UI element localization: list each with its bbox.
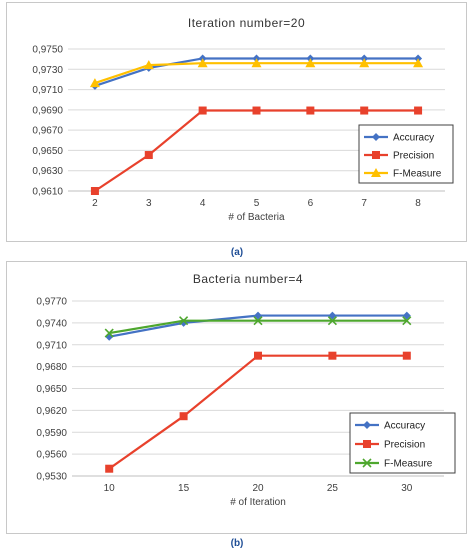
- data-point: [179, 412, 188, 421]
- data-point-stroke-b: [179, 316, 189, 326]
- x-tick-label: 5: [254, 198, 260, 209]
- data-point: [402, 316, 412, 326]
- y-tick-label: 0,9560: [36, 450, 67, 461]
- data-point: [144, 151, 153, 160]
- chart-title: Iteration number=20: [188, 16, 305, 30]
- x-tick-label: 25: [327, 483, 339, 494]
- series-f-measure: [104, 316, 412, 338]
- legend-item: Accuracy: [355, 421, 425, 432]
- y-tick-label: 0,9770: [36, 297, 67, 308]
- legend-item: Precision: [355, 440, 425, 451]
- legend: Accuracy Precision F-Measure: [358, 124, 454, 184]
- data-point: [90, 187, 99, 195]
- x-tick-label: 8: [415, 198, 421, 209]
- data-point: [198, 106, 207, 115]
- data-point: [359, 58, 370, 68]
- y-tick-label: 0,9620: [36, 406, 67, 417]
- y-tick-label: 0,9590: [36, 428, 67, 439]
- data-point: [402, 311, 411, 320]
- data-point: [254, 351, 262, 360]
- data-point: [306, 106, 315, 115]
- data-point: [179, 316, 189, 326]
- data-point-stroke-b: [327, 316, 337, 326]
- caption-b: (b): [230, 538, 244, 549]
- chart-title: Bacteria number=4: [193, 272, 303, 286]
- legend-item: F-Measure: [355, 458, 433, 470]
- y-tick-label: 0,9740: [36, 318, 67, 329]
- data-point: [328, 311, 337, 320]
- data-point: [89, 78, 100, 88]
- legend-label: F-Measure: [384, 459, 433, 470]
- legend-swatch-marker: [372, 133, 380, 141]
- chart-panel-a: Iteration number=20 0,9610 0,9630 0,9650 0,9…: [6, 2, 467, 242]
- legend-label: Accuracy: [384, 421, 425, 432]
- data-point: [253, 316, 263, 326]
- y-tick-label: 0,9680: [36, 362, 67, 373]
- data-point: [251, 58, 262, 68]
- data-point: [105, 332, 114, 341]
- data-point: [328, 351, 337, 360]
- x-tick-label: 7: [361, 198, 367, 209]
- series-precision: [90, 106, 423, 195]
- data-point: [360, 106, 369, 115]
- x-tick-label: 20: [252, 483, 264, 494]
- legend-label: F-Measure: [393, 169, 442, 180]
- legend: Accuracy Precision F-Measure: [349, 412, 456, 474]
- caption-a: (a): [230, 247, 244, 258]
- series-accuracy: [105, 311, 411, 341]
- series-f-measure: [89, 58, 424, 88]
- legend-item: Precision: [364, 151, 434, 162]
- data-point-stroke-b: [253, 316, 263, 326]
- y-tick-label: 0,9530: [36, 472, 67, 483]
- data-point: [105, 464, 114, 473]
- legend-swatch-marker: [372, 151, 380, 159]
- data-point: [104, 328, 114, 338]
- legend-swatch-marker: [362, 458, 372, 468]
- data-point: [327, 316, 337, 326]
- data-point: [402, 351, 411, 360]
- data-point: [254, 311, 262, 320]
- x-tick-label: 6: [308, 198, 314, 209]
- y-tick-label: 0,9710: [36, 340, 67, 351]
- y-tick-label: 0,9650: [32, 146, 63, 157]
- legend-label: Precision: [384, 440, 425, 451]
- x-tick-label: 30: [401, 483, 413, 494]
- x-tick-label: 10: [104, 483, 116, 494]
- y-tick-label: 0,9610: [32, 187, 63, 198]
- legend-swatch-marker: [371, 168, 381, 177]
- y-tick-label: 0,9650: [36, 384, 67, 395]
- legend-item: Accuracy: [364, 133, 434, 144]
- legend-swatch-marker: [363, 440, 371, 448]
- data-point: [414, 106, 423, 115]
- legend-swatch-marker: [363, 421, 371, 429]
- x-axis-title: # of Bacteria: [228, 212, 285, 223]
- data-point: [252, 106, 261, 115]
- data-point-stroke-b: [104, 328, 114, 338]
- y-tick-label: 0,9630: [32, 166, 63, 177]
- data-point: [305, 58, 316, 68]
- legend-swatch-marker-stroke-b: [362, 458, 372, 468]
- x-tick-label: 3: [146, 198, 152, 209]
- chart-panel-b: Bacteria number=4 0,9530 0,9560 0,9590 0,962…: [6, 261, 467, 534]
- legend-label: Precision: [393, 151, 434, 162]
- y-tick-label: 0,9750: [32, 45, 63, 56]
- data-point: [413, 58, 424, 68]
- x-tick-label: 15: [178, 483, 190, 494]
- chart-a: Iteration number=20 0,9610 0,9630 0,9650 0,9…: [32, 16, 454, 223]
- chart-b: Bacteria number=4 0,9530 0,9560 0,9590 0,962…: [36, 272, 456, 508]
- data-point: [197, 58, 208, 68]
- y-tick-label: 0,9710: [32, 85, 63, 96]
- x-axis-title: # of Iteration: [230, 497, 286, 508]
- legend-item: F-Measure: [364, 168, 442, 180]
- x-tick-label: 4: [200, 198, 206, 209]
- data-point: [143, 60, 154, 70]
- x-tick-label: 2: [92, 198, 98, 209]
- data-point-stroke-b: [402, 316, 412, 326]
- series-precision: [105, 351, 411, 473]
- y-tick-label: 0,9730: [32, 65, 63, 76]
- y-tick-label: 0,9690: [32, 105, 63, 116]
- y-tick-label: 0,9670: [32, 126, 63, 137]
- legend-label: Accuracy: [393, 133, 434, 144]
